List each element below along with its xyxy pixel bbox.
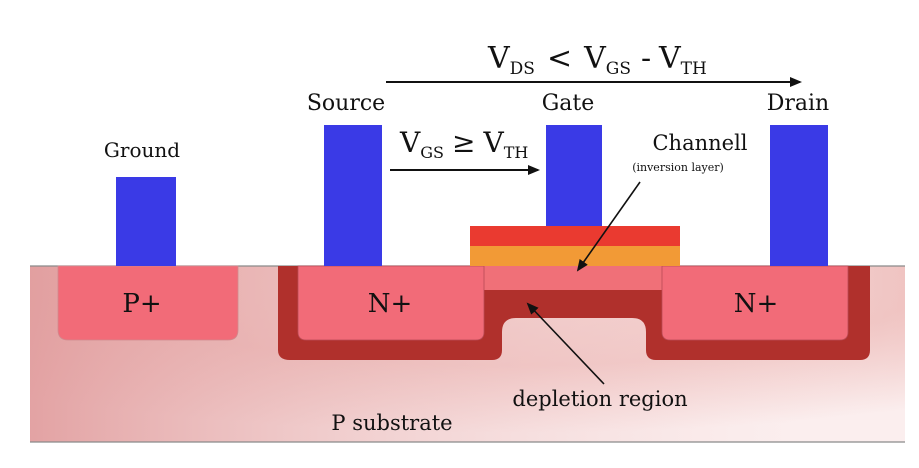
gate-contact: [546, 125, 602, 226]
n-plus-drain-label: N+: [734, 289, 779, 319]
channel-pointer-arrow: [576, 181, 641, 272]
n-plus-drain-region: [661, 265, 849, 341]
gate-label: Gate: [542, 91, 595, 116]
p-substrate-label: P substrate: [331, 411, 452, 435]
depletion-region-label: depletion region: [512, 387, 687, 411]
channel-label: Channell: [652, 131, 747, 155]
p-plus-region: [57, 265, 239, 341]
gate-oxide-layer: [470, 246, 680, 266]
depletion-pointer-arrow: [526, 302, 605, 385]
channel-inversion-layer: [482, 266, 664, 290]
ground-label: Ground: [104, 138, 180, 162]
p-plus-label: P+: [122, 289, 161, 319]
n-plus-source-label: N+: [368, 289, 413, 319]
gate-poly-layer: [470, 226, 680, 246]
drain-label: Drain: [767, 91, 829, 116]
vds-condition-label: VDS < VGS - VTH: [487, 41, 707, 79]
source-contact: [324, 125, 382, 266]
vgs-condition-label: VGS ≥ VTH: [399, 126, 528, 162]
inversion-layer-note: (inversion layer): [632, 161, 724, 174]
ground-contact: [116, 177, 176, 266]
drain-contact: [770, 125, 828, 266]
source-label: Source: [307, 91, 385, 116]
n-plus-source-region: [297, 265, 485, 341]
